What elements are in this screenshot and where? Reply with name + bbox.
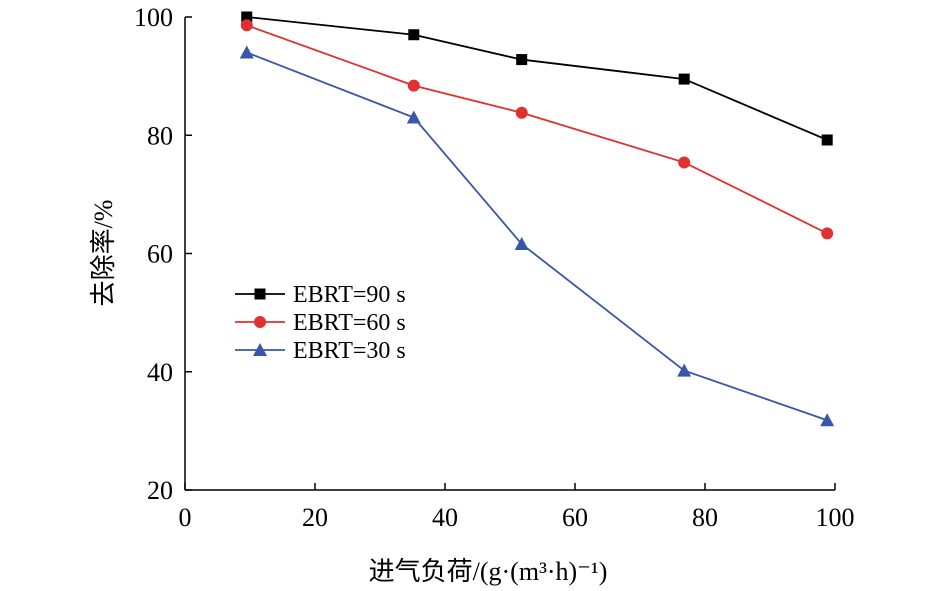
x-tick-label: 20 <box>302 503 328 532</box>
legend-label: EBRT=90 s <box>293 282 406 308</box>
data-point <box>239 45 254 59</box>
data-point <box>677 363 692 377</box>
legend-entry: EBRT=30 s <box>235 338 406 364</box>
legend-entry: EBRT=90 s <box>235 282 406 308</box>
data-point <box>241 11 253 23</box>
series-square <box>241 11 833 146</box>
y-tick-label: 20 <box>147 476 173 505</box>
legend-label: EBRT=30 s <box>293 338 406 364</box>
y-tick-label: 40 <box>147 358 173 387</box>
series-circle <box>240 19 834 240</box>
data-point <box>514 237 529 251</box>
legend-entry: EBRT=60 s <box>235 310 406 336</box>
data-point <box>516 54 528 66</box>
series-layer <box>239 11 835 427</box>
data-point <box>406 110 421 124</box>
series-line <box>246 51 828 422</box>
x-tick-label: 40 <box>432 503 458 532</box>
data-point <box>821 227 834 240</box>
series-line <box>246 16 828 141</box>
y-tick-label: 80 <box>147 121 173 150</box>
series-triangle <box>239 45 835 427</box>
legend-marker <box>254 316 266 328</box>
x-axis-title: 进气负荷/(g·(m³·h)⁻¹) <box>369 557 608 586</box>
data-point <box>408 29 420 41</box>
y-tick-label: 100 <box>134 3 173 32</box>
series-line <box>246 24 828 235</box>
data-point <box>820 413 835 427</box>
x-tick-label: 80 <box>692 503 718 532</box>
legend-marker <box>253 343 267 356</box>
data-point <box>821 134 833 146</box>
data-point <box>678 156 691 169</box>
data-point <box>240 19 253 32</box>
x-tick-label: 0 <box>179 503 192 532</box>
data-point <box>515 106 528 119</box>
legend-marker <box>254 288 266 300</box>
data-point <box>678 73 690 85</box>
y-tick-label: 60 <box>147 240 173 269</box>
data-point <box>407 79 420 92</box>
y-axis-title: 去除率/% <box>89 200 118 307</box>
x-tick-label: 100 <box>816 503 855 532</box>
legend-label: EBRT=60 s <box>293 310 406 336</box>
x-tick-label: 60 <box>562 503 588 532</box>
